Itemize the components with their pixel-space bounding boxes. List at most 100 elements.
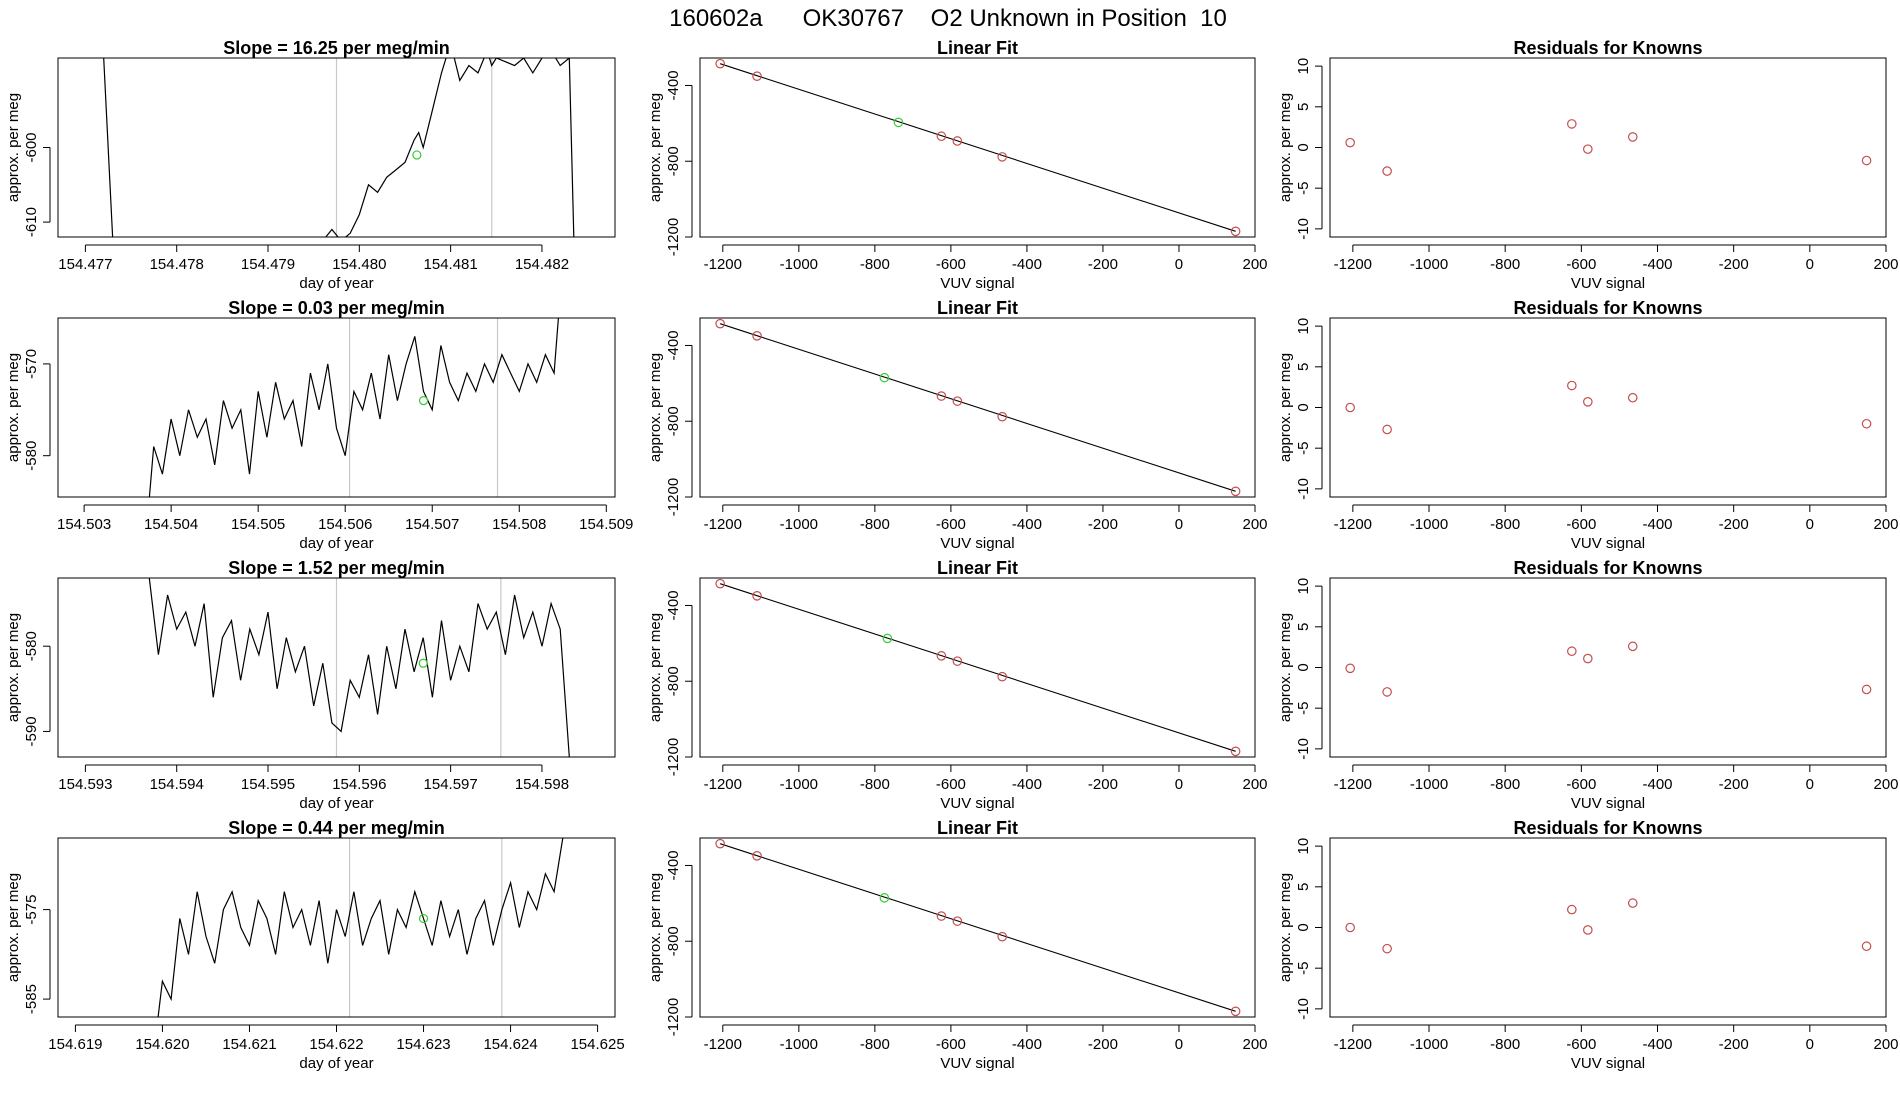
- plot-frame: [57, 317, 616, 498]
- x-tick-label: -800: [860, 256, 890, 273]
- y-tick-label: -5: [1295, 962, 1312, 975]
- panel-title: Linear Fit: [937, 558, 1018, 578]
- x-tick-label: 154.619: [48, 1036, 102, 1053]
- x-tick-label: 154.478: [150, 256, 204, 273]
- fit-line: [719, 323, 1236, 492]
- known-point-2: [752, 331, 762, 341]
- plot-frame: [699, 57, 1256, 238]
- panel-2-1: 154.503 154.504 154.505 154.506 154.507 154.5…: [5, 298, 633, 552]
- known-point-1: [715, 318, 725, 329]
- y-tick-label: 10: [1295, 318, 1312, 335]
- known-point-3: [936, 391, 947, 401]
- x-tick-label: 154.504: [144, 516, 198, 533]
- x-tick-label: 200: [1873, 1036, 1898, 1053]
- known-point-1: [715, 578, 725, 589]
- known-point-5: [997, 411, 1008, 422]
- y-axis-label: approx. per meg: [647, 93, 664, 202]
- y-tick-label: -1200: [665, 738, 682, 776]
- x-tick-label: -800: [1490, 776, 1520, 793]
- plot-area: [148, 318, 559, 497]
- x-tick-label: -800: [860, 776, 890, 793]
- y-tick-label: -800: [665, 146, 682, 176]
- x-tick-label: -1000: [780, 1036, 818, 1053]
- y-tick-label: 10: [1295, 838, 1312, 855]
- x-tick-label: 200: [1242, 516, 1267, 533]
- known-point-4: [952, 656, 963, 666]
- panel-title: Slope = 1.52 per meg/min: [228, 558, 445, 578]
- known-point-5: [997, 671, 1008, 682]
- panel-4-2: -1200 -1000 -800 -600 -400 -200 0 200 -1200 -800 -…: [647, 818, 1268, 1072]
- y-axis-label: approx. per meg: [5, 613, 22, 722]
- unknown-point: [879, 372, 890, 383]
- panel-1-1: 154.477 154.478 154.479 154.480 154.481 154.4…: [5, 38, 616, 292]
- x-axis-label: VUV signal: [940, 795, 1014, 812]
- panel-title: Residuals for Knowns: [1513, 558, 1702, 578]
- y-axis-label: approx. per meg: [1277, 873, 1294, 982]
- y-tick-label: -575: [23, 895, 40, 925]
- plot-frame: [1329, 57, 1887, 238]
- x-tick-label: -1000: [1410, 776, 1448, 793]
- x-axis-label: VUV signal: [1571, 1055, 1645, 1072]
- x-axis-label: day of year: [299, 1055, 373, 1072]
- x-tick-label: -200: [1088, 1036, 1118, 1053]
- panel-title: Slope = 0.44 per meg/min: [228, 818, 445, 838]
- x-tick-label: -1200: [1334, 256, 1372, 273]
- plot-area: [715, 578, 1241, 757]
- known-point-2: [1382, 687, 1392, 697]
- y-tick-label: -10: [1295, 478, 1312, 500]
- y-axis-label: approx. per meg: [5, 873, 22, 982]
- x-tick-label: 154.482: [515, 256, 569, 273]
- x-axis-label: VUV signal: [940, 1055, 1014, 1072]
- known-point-6: [1861, 684, 1872, 695]
- panel-3-2: -1200 -1000 -800 -600 -400 -200 0 200 -1200 -800 -…: [647, 558, 1268, 812]
- x-tick-label: 154.481: [424, 256, 478, 273]
- y-tick-label: -5: [1295, 442, 1312, 455]
- y-tick-label: 0: [1295, 923, 1312, 931]
- y-tick-label: -400: [665, 850, 682, 880]
- known-point-2: [752, 71, 762, 81]
- unknown-point: [882, 633, 893, 644]
- known-point-1: [1345, 137, 1355, 148]
- x-tick-label: -200: [1719, 516, 1749, 533]
- known-point-2: [752, 591, 762, 601]
- x-tick-label: -600: [936, 256, 966, 273]
- x-tick-label: 154.621: [222, 1036, 276, 1053]
- y-axis-label: approx. per meg: [5, 353, 22, 462]
- y-tick-label: -1200: [665, 218, 682, 256]
- x-tick-label: 0: [1175, 256, 1183, 273]
- y-tick-label: -400: [665, 590, 682, 620]
- x-tick-label: 200: [1873, 776, 1898, 793]
- x-tick-label: 154.596: [332, 776, 386, 793]
- plot-area: [1345, 119, 1872, 176]
- panels: 154.477 154.478 154.479 154.480 154.481 154.4…: [5, 38, 1899, 1072]
- plot-area: [1345, 380, 1872, 435]
- y-tick-label: -800: [665, 406, 682, 436]
- known-point-5: [1627, 132, 1638, 142]
- known-point-3: [936, 651, 947, 661]
- y-tick-label: -600: [23, 132, 40, 162]
- x-tick-label: 0: [1175, 776, 1183, 793]
- plot-frame: [699, 317, 1256, 498]
- panel-title: Linear Fit: [937, 38, 1018, 58]
- panel-title: Slope = 0.03 per meg/min: [228, 298, 445, 318]
- fit-line: [719, 583, 1236, 752]
- x-tick-label: 154.623: [396, 1036, 450, 1053]
- x-tick-label: 0: [1175, 1036, 1183, 1053]
- series-line: [148, 318, 559, 497]
- x-tick-label: 200: [1242, 776, 1267, 793]
- y-tick-label: 5: [1295, 103, 1312, 111]
- plot-area: [1345, 641, 1872, 697]
- fit-line: [719, 843, 1236, 1012]
- known-point-3: [936, 911, 947, 921]
- plot-area: [103, 58, 575, 237]
- x-tick-label: 154.505: [231, 516, 285, 533]
- x-axis-label: day of year: [299, 795, 373, 812]
- panel-2-3: -1200 -1000 -800 -600 -400 -200 0 200 -10 -5 0 5 10 R…: [1277, 298, 1899, 552]
- x-tick-label: -1000: [780, 516, 818, 533]
- x-tick-label: 154.625: [570, 1036, 624, 1053]
- plot-area: [715, 58, 1241, 237]
- x-tick-label: 154.479: [241, 256, 295, 273]
- unknown-point: [893, 117, 904, 128]
- known-point-3: [936, 131, 947, 142]
- plot-area: [715, 838, 1241, 1017]
